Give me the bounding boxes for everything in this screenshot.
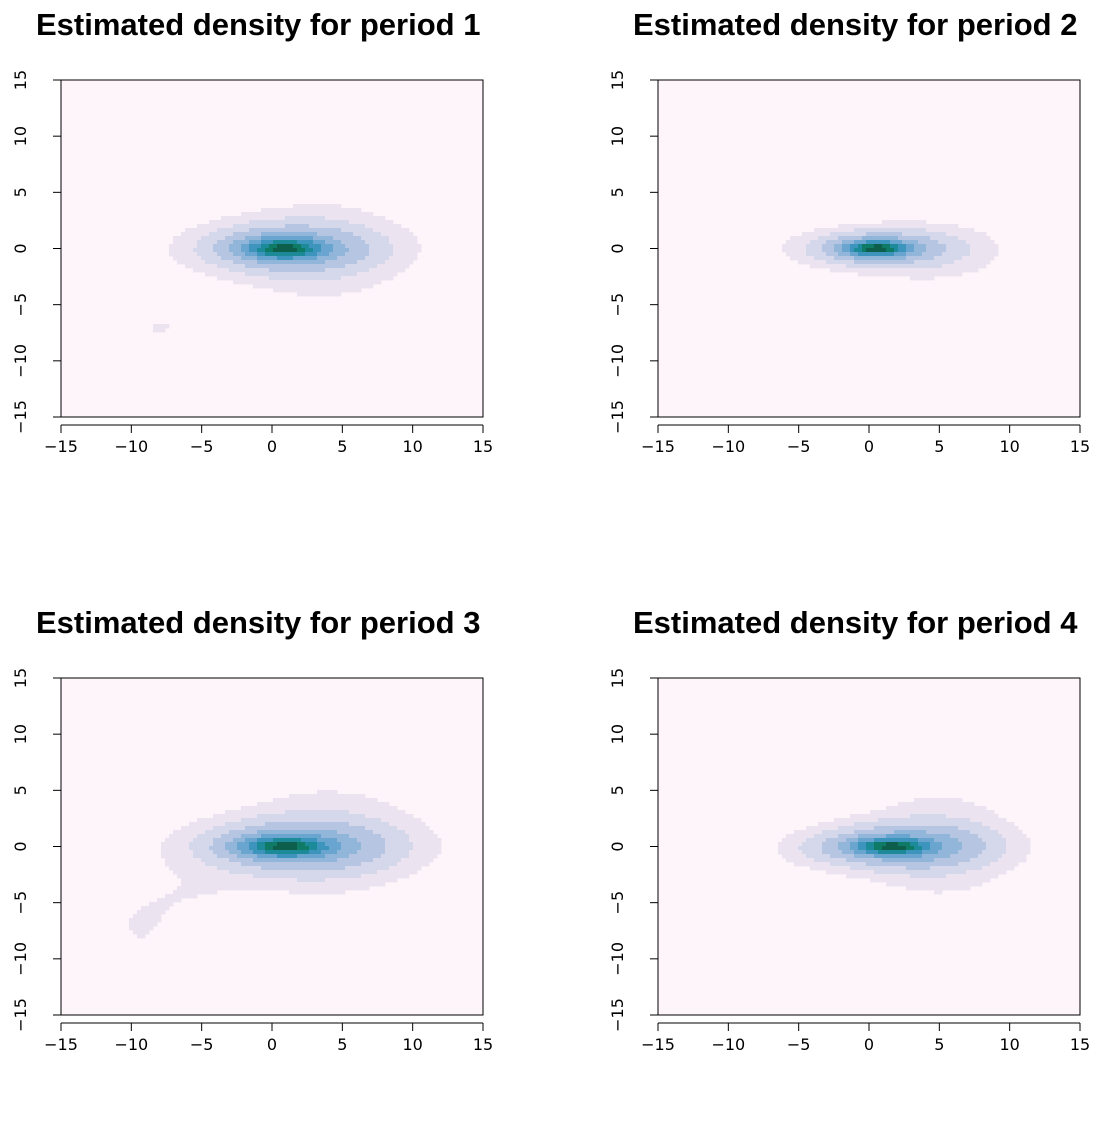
x-tick-label: 0 <box>267 437 277 456</box>
x-tick-label: 15 <box>473 437 493 456</box>
y-tick-label: 10 <box>11 724 30 744</box>
y-tick-label: −10 <box>608 344 627 378</box>
x-tick-label: 0 <box>267 1035 277 1054</box>
y-tick-label: −5 <box>608 293 627 317</box>
density-panel-period-3: Estimated density for period 3 −15 −10 −5 0 5… <box>0 598 556 1133</box>
y-tick-label: −15 <box>608 400 627 434</box>
y-tick-label: −5 <box>608 891 627 915</box>
x-tick-label: −10 <box>114 437 148 456</box>
x-tick-label: −10 <box>711 437 745 456</box>
x-tick-label: −15 <box>44 1035 78 1054</box>
density-panel-period-1: Estimated density for period 1 −15 −10 −5 0 5… <box>0 0 556 535</box>
y-tick-label: −15 <box>608 998 627 1032</box>
chart-title: Estimated density for period 1 <box>36 7 480 42</box>
x-tick-label: 15 <box>1070 437 1090 456</box>
x-tick-label: −10 <box>711 1035 745 1054</box>
y-tick-label: 15 <box>11 70 30 90</box>
y-tick-label: 10 <box>11 126 30 146</box>
x-tick-label: −10 <box>114 1035 148 1054</box>
x-tick-label: 10 <box>402 1035 422 1054</box>
x-tick-label: −15 <box>44 437 78 456</box>
x-tick-label: −5 <box>190 1035 214 1054</box>
x-tick-label: 0 <box>864 1035 874 1054</box>
y-tick-label: 15 <box>11 668 30 688</box>
x-axis: −15 −10 −5 0 5 10 15 <box>641 1022 1090 1054</box>
density-panel-period-2: Estimated density for period 2 −15 −10 −5 0 5… <box>597 0 1112 535</box>
x-tick-label: 10 <box>402 437 422 456</box>
x-tick-label: −5 <box>190 437 214 456</box>
y-tick-label: −15 <box>11 400 30 434</box>
x-axis: −15 −10 −5 0 5 10 15 <box>641 424 1090 456</box>
y-tick-label: 0 <box>11 243 30 253</box>
y-tick-label: 15 <box>608 70 627 90</box>
y-tick-label: 5 <box>11 187 30 197</box>
x-tick-label: 0 <box>864 437 874 456</box>
chart-svg: Estimated density for period 1 −15 −10 −5 0 5… <box>11 7 493 456</box>
y-axis: −15 −10 −5 0 5 10 15 <box>11 668 62 1032</box>
x-tick-label: −15 <box>641 1035 675 1054</box>
y-tick-label: 0 <box>11 841 30 851</box>
y-tick-label: −15 <box>11 998 30 1032</box>
y-tick-label: 5 <box>608 785 627 795</box>
x-tick-label: −5 <box>787 437 811 456</box>
chart-title: Estimated density for period 3 <box>36 605 480 640</box>
chart-title: Estimated density for period 4 <box>633 605 1078 640</box>
y-axis: −15 −10 −5 0 5 10 15 <box>11 70 62 434</box>
x-tick-label: 10 <box>999 437 1019 456</box>
x-tick-label: 5 <box>934 437 944 456</box>
y-tick-label: −5 <box>11 891 30 915</box>
chart-svg: Estimated density for period 4 −15 −10 −5 0 5… <box>608 605 1090 1054</box>
y-tick-label: −10 <box>608 942 627 976</box>
x-tick-label: −5 <box>787 1035 811 1054</box>
x-tick-label: 10 <box>999 1035 1019 1054</box>
x-axis: −15 −10 −5 0 5 10 15 <box>44 424 493 456</box>
chart-svg: Estimated density for period 2 −15 −10 −5 0 5… <box>608 7 1090 456</box>
y-tick-label: 0 <box>608 841 627 851</box>
y-tick-label: 15 <box>608 668 627 688</box>
y-tick-label: −5 <box>11 293 30 317</box>
y-tick-label: 0 <box>608 243 627 253</box>
x-tick-label: 5 <box>934 1035 944 1054</box>
chart-title: Estimated density for period 2 <box>633 7 1077 42</box>
y-axis: −15 −10 −5 0 5 10 15 <box>608 668 659 1032</box>
y-tick-label: 10 <box>608 724 627 744</box>
chart-svg: Estimated density for period 3 −15 −10 −5 0 5… <box>11 605 493 1054</box>
y-tick-label: 5 <box>11 785 30 795</box>
x-tick-label: 5 <box>337 1035 347 1054</box>
density-field <box>61 678 483 1015</box>
density-field <box>658 678 1080 1015</box>
x-tick-label: −15 <box>641 437 675 456</box>
x-axis: −15 −10 −5 0 5 10 15 <box>44 1022 493 1054</box>
y-tick-label: 10 <box>608 126 627 146</box>
y-tick-label: −10 <box>11 942 30 976</box>
density-field <box>61 80 483 417</box>
density-field <box>658 80 1080 417</box>
x-tick-label: 15 <box>1070 1035 1090 1054</box>
density-panel-period-4: Estimated density for period 4 −15 −10 −5 0 5… <box>597 598 1112 1133</box>
y-axis: −15 −10 −5 0 5 10 15 <box>608 70 659 434</box>
y-tick-label: −10 <box>11 344 30 378</box>
x-tick-label: 5 <box>337 437 347 456</box>
x-tick-label: 15 <box>473 1035 493 1054</box>
y-tick-label: 5 <box>608 187 627 197</box>
